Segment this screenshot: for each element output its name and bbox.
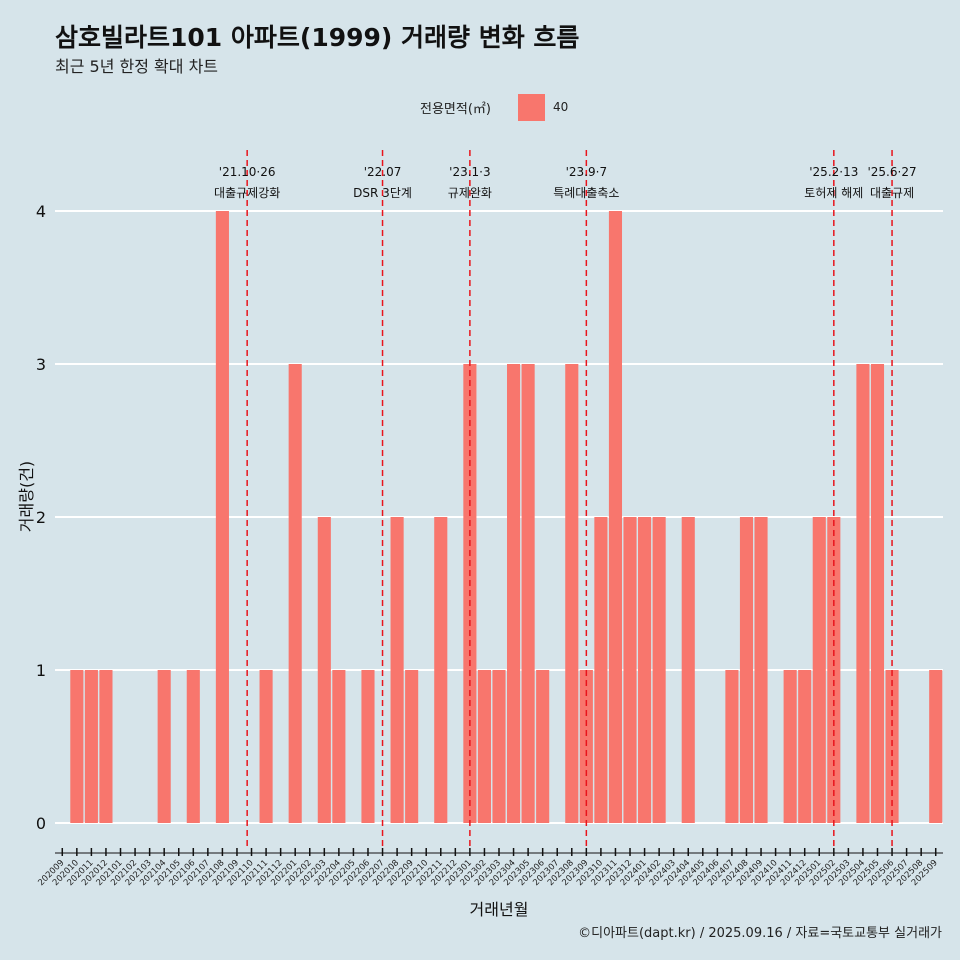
bar-202401 bbox=[638, 517, 652, 823]
y-tick-label: 2 bbox=[36, 508, 46, 527]
bar-202306 bbox=[536, 670, 550, 823]
bar-202011 bbox=[84, 670, 98, 823]
bar-202409 bbox=[754, 517, 768, 823]
bar-202305 bbox=[521, 364, 535, 823]
event-date-label: '21.10·26 bbox=[219, 165, 276, 179]
event-label: 규제완화 bbox=[448, 186, 492, 200]
y-tick-label: 1 bbox=[36, 661, 46, 680]
bar-202504 bbox=[856, 364, 870, 823]
bar-202304 bbox=[507, 364, 521, 823]
bar-202206 bbox=[361, 670, 375, 823]
bar-202509 bbox=[929, 670, 943, 823]
bar-202310 bbox=[594, 517, 608, 823]
bar-202010 bbox=[70, 670, 84, 823]
bar-202111 bbox=[259, 670, 273, 823]
bar-202303 bbox=[492, 670, 506, 823]
legend: 전용면적(㎡) 40 bbox=[0, 92, 960, 122]
bar-202302 bbox=[477, 670, 491, 823]
bar-202308 bbox=[565, 364, 579, 823]
bar-202209 bbox=[405, 670, 419, 823]
y-tick-label: 3 bbox=[36, 355, 46, 374]
bar-202104 bbox=[157, 670, 171, 823]
event-date-label: '25.6·27 bbox=[867, 165, 916, 179]
event-date-label: '22.07 bbox=[364, 165, 402, 179]
bar-202309 bbox=[579, 670, 593, 823]
source-caption: ©디아파트(dapt.kr) / 2025.09.16 / 자료=국토교통부 실… bbox=[578, 926, 942, 941]
event-date-label: '23.9·7 bbox=[566, 165, 607, 179]
event-date-label: '23.1·3 bbox=[449, 165, 490, 179]
bar-202408 bbox=[739, 517, 754, 823]
bar-202312 bbox=[623, 517, 637, 823]
legend-title: 전용면적(㎡) bbox=[420, 102, 491, 117]
legend-label-40: 40 bbox=[553, 100, 569, 114]
event-label: 토허제 해제 bbox=[804, 186, 863, 200]
bar-202203 bbox=[317, 517, 331, 823]
event-date-label: '25.2·13 bbox=[809, 165, 858, 179]
x-axis-title: 거래년월 bbox=[470, 900, 529, 919]
bar-202211 bbox=[434, 517, 448, 823]
event-label: 대출규제강화 bbox=[214, 186, 280, 200]
y-axis-title: 거래량(건) bbox=[17, 461, 36, 532]
bar-202402 bbox=[652, 517, 666, 823]
chart-subtitle: 최근 5년 한정 확대 차트 bbox=[55, 57, 219, 76]
event-label: DSR 3단계 bbox=[353, 186, 412, 200]
event-label: 대출규제 bbox=[870, 186, 914, 200]
bar-202412 bbox=[798, 670, 812, 823]
y-tick-label: 0 bbox=[36, 814, 46, 833]
bar-202012 bbox=[99, 670, 113, 823]
event-label: 특례대출축소 bbox=[553, 186, 619, 200]
y-tick-label: 4 bbox=[36, 202, 46, 221]
legend-key-40 bbox=[518, 94, 545, 121]
bar-202411 bbox=[783, 670, 797, 823]
bar-202204 bbox=[332, 670, 346, 823]
bar-202506 bbox=[885, 670, 899, 823]
bar-202505 bbox=[870, 364, 885, 823]
bar-202106 bbox=[186, 670, 200, 823]
bar-202404 bbox=[681, 517, 695, 823]
bar-202501 bbox=[812, 517, 826, 823]
bar-202208 bbox=[390, 517, 404, 823]
bar-202407 bbox=[725, 670, 739, 823]
bar-202311 bbox=[608, 211, 623, 823]
bar-202201 bbox=[288, 364, 302, 823]
bar-202108 bbox=[215, 211, 229, 823]
chart-title: 삼호빌라트101 아파트(1999) 거래량 변화 흐름 bbox=[55, 23, 580, 52]
